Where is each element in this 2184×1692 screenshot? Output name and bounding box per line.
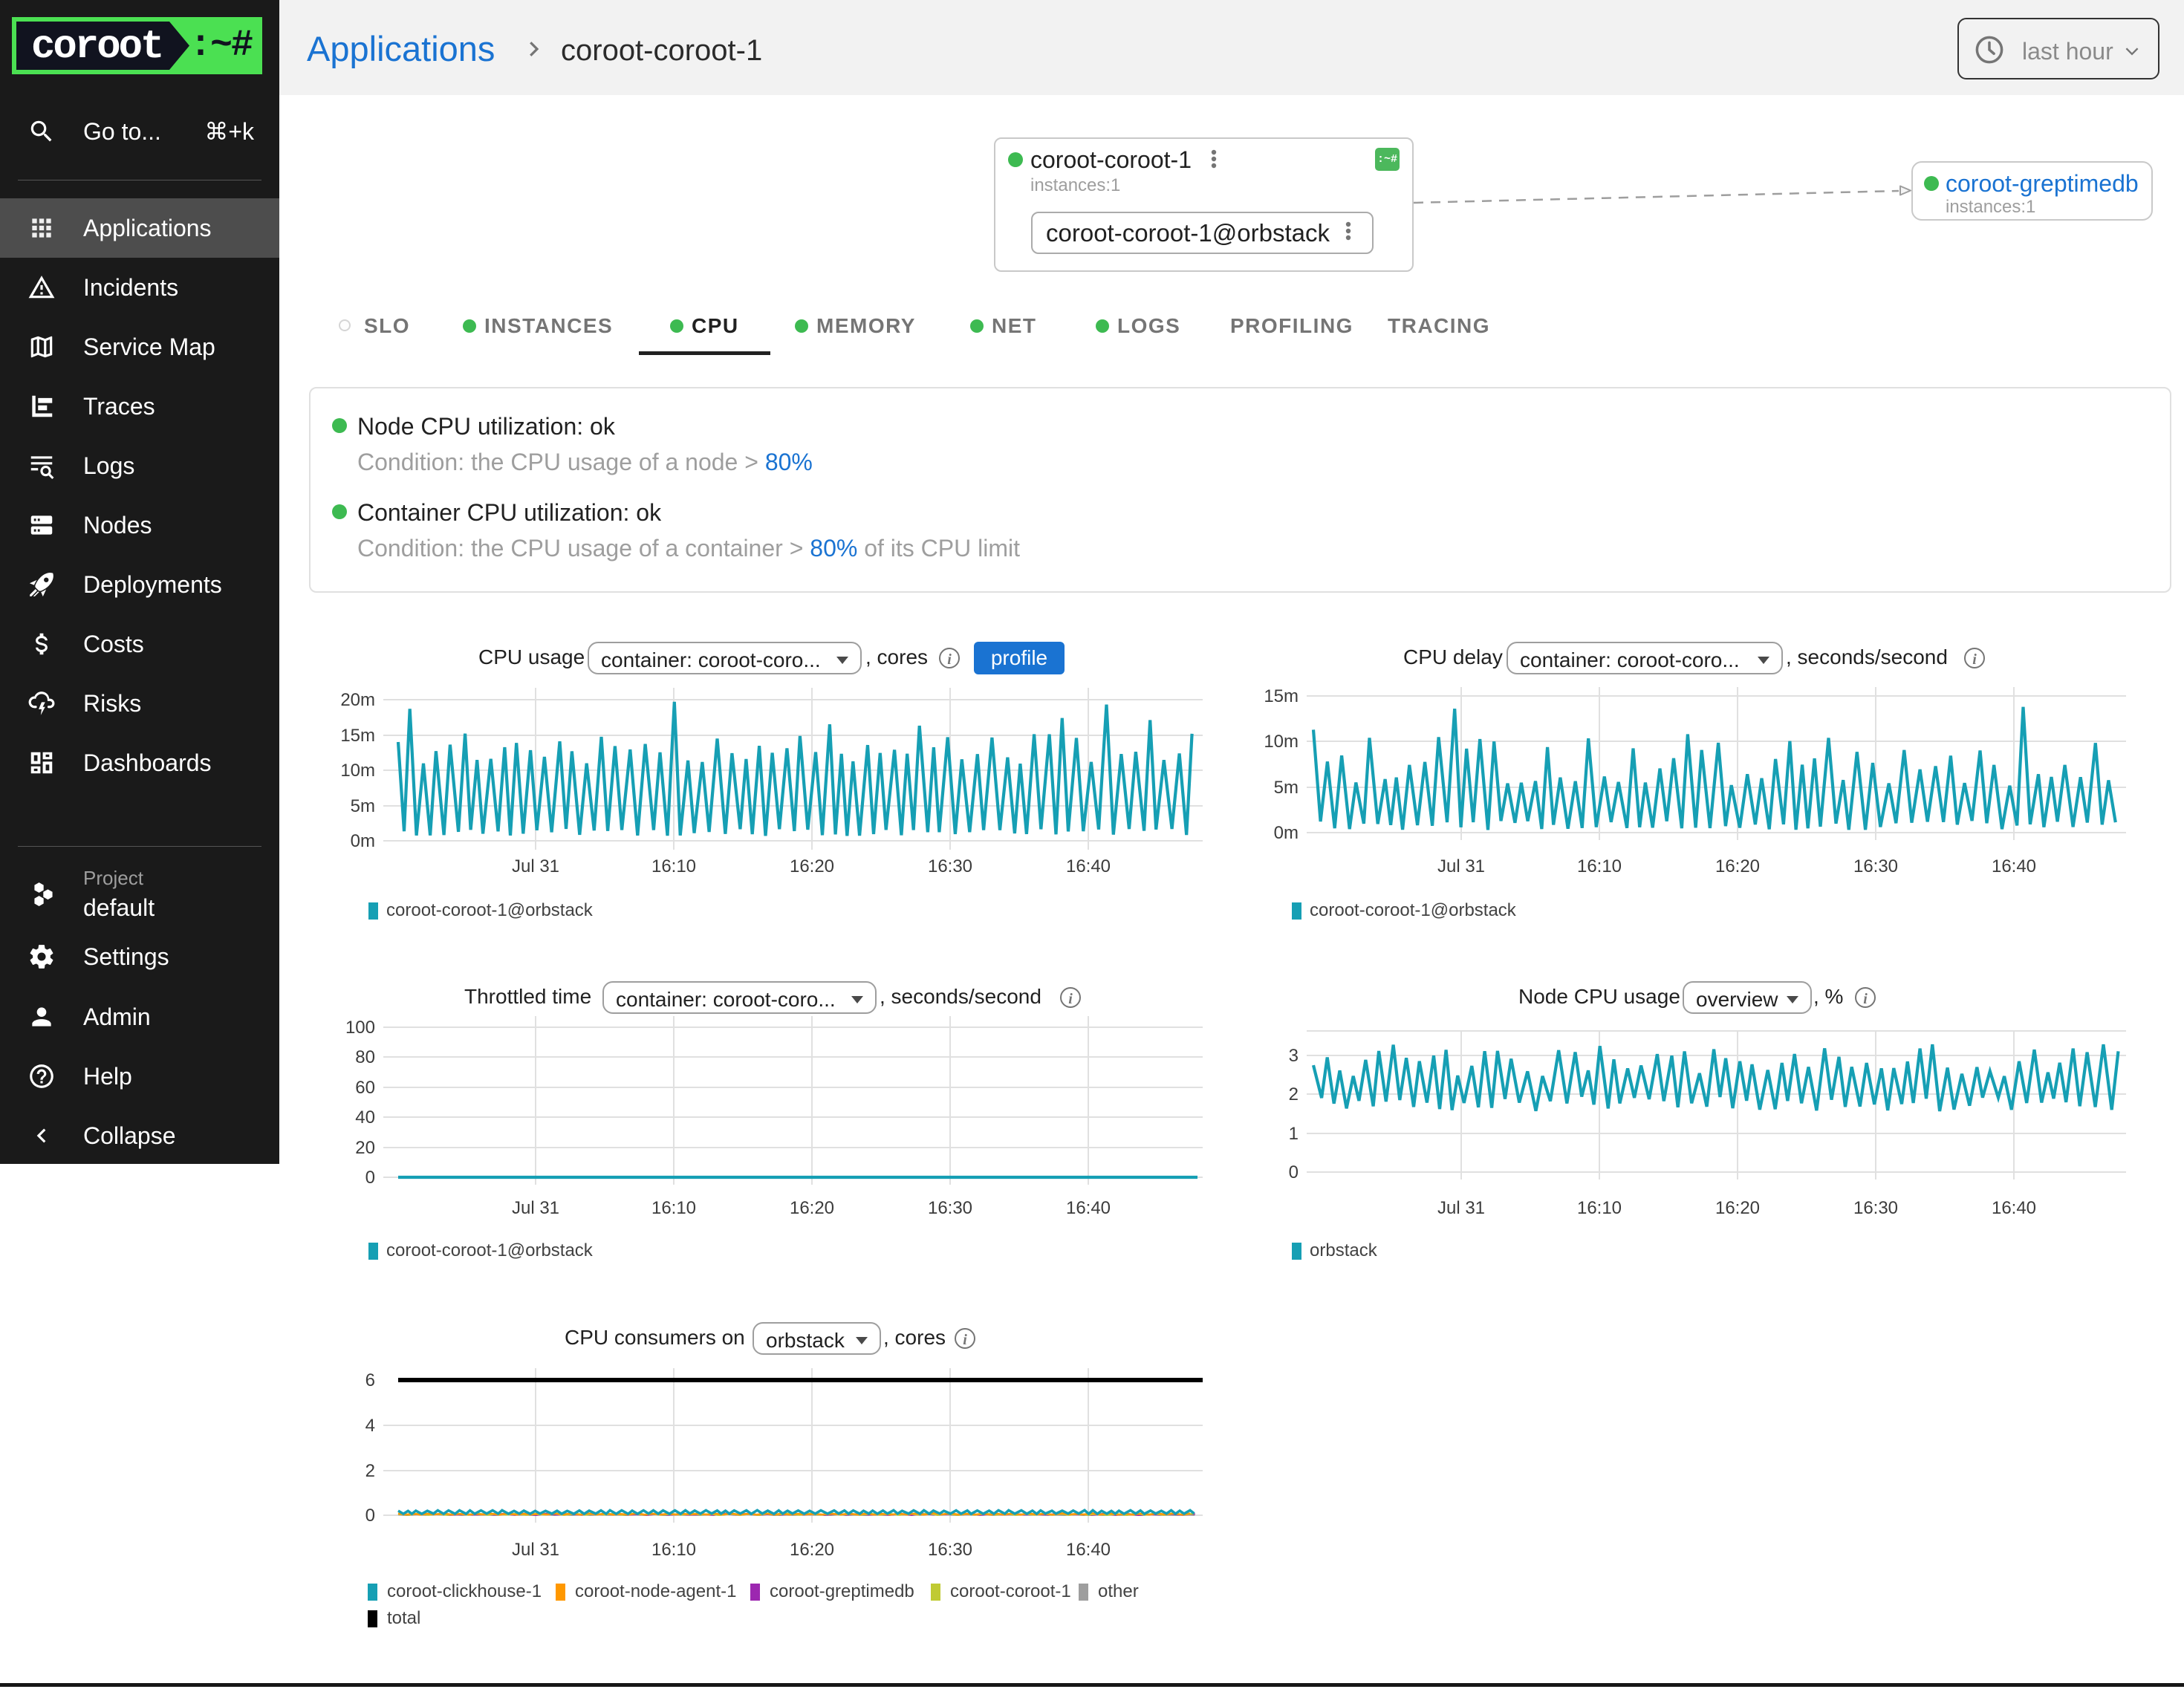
svg-text:16:10: 16:10 — [651, 1540, 696, 1560]
svg-text:16:20: 16:20 — [790, 856, 834, 876]
svg-text:Jul 31: Jul 31 — [512, 856, 559, 876]
svg-text:6: 6 — [365, 1370, 375, 1390]
svg-text:0m: 0m — [351, 831, 375, 851]
svg-text:15m: 15m — [340, 726, 375, 746]
svg-text:Jul 31: Jul 31 — [1437, 856, 1485, 876]
svg-text:100: 100 — [345, 1018, 375, 1038]
svg-text:16:20: 16:20 — [1715, 856, 1760, 876]
svg-text:16:40: 16:40 — [1066, 1540, 1111, 1560]
svg-text:5m: 5m — [351, 796, 375, 816]
svg-text:15m: 15m — [1264, 686, 1299, 706]
svg-text:16:30: 16:30 — [928, 1198, 972, 1218]
svg-text:Jul 31: Jul 31 — [512, 1540, 559, 1560]
svg-text:20: 20 — [355, 1138, 375, 1158]
svg-text:0: 0 — [365, 1506, 375, 1526]
svg-text:16:40: 16:40 — [1992, 856, 2036, 876]
svg-text:40: 40 — [355, 1107, 375, 1128]
svg-text:16:30: 16:30 — [1853, 1198, 1898, 1218]
svg-text:16:10: 16:10 — [651, 1198, 696, 1218]
svg-text:16:30: 16:30 — [928, 1540, 972, 1560]
svg-text:16:40: 16:40 — [1992, 1198, 2036, 1218]
svg-text:3: 3 — [1289, 1046, 1299, 1066]
svg-text:2: 2 — [365, 1461, 375, 1481]
svg-text:16:10: 16:10 — [1577, 856, 1622, 876]
svg-text:16:30: 16:30 — [928, 856, 972, 876]
svg-text:0: 0 — [365, 1168, 375, 1188]
svg-text:10m: 10m — [1264, 732, 1299, 752]
svg-text:20m: 20m — [340, 690, 375, 710]
svg-text:16:20: 16:20 — [1715, 1198, 1760, 1218]
svg-text:1: 1 — [1289, 1124, 1299, 1144]
svg-text:0m: 0m — [1274, 823, 1299, 843]
svg-text:Jul 31: Jul 31 — [1437, 1198, 1485, 1218]
svg-text:16:20: 16:20 — [790, 1540, 834, 1560]
svg-text:10m: 10m — [340, 761, 375, 781]
svg-text:16:20: 16:20 — [790, 1198, 834, 1218]
svg-text:4: 4 — [365, 1416, 375, 1436]
svg-text:16:40: 16:40 — [1066, 856, 1111, 876]
svg-text:5m: 5m — [1274, 778, 1299, 798]
svg-text:16:10: 16:10 — [1577, 1198, 1622, 1218]
svg-text:Jul 31: Jul 31 — [512, 1198, 559, 1218]
svg-text:2: 2 — [1289, 1084, 1299, 1104]
svg-text:0: 0 — [1289, 1162, 1299, 1182]
svg-text:80: 80 — [355, 1047, 375, 1067]
svg-text:60: 60 — [355, 1078, 375, 1098]
svg-text:16:30: 16:30 — [1853, 856, 1898, 876]
svg-text:16:10: 16:10 — [651, 856, 696, 876]
svg-text:16:40: 16:40 — [1066, 1198, 1111, 1218]
